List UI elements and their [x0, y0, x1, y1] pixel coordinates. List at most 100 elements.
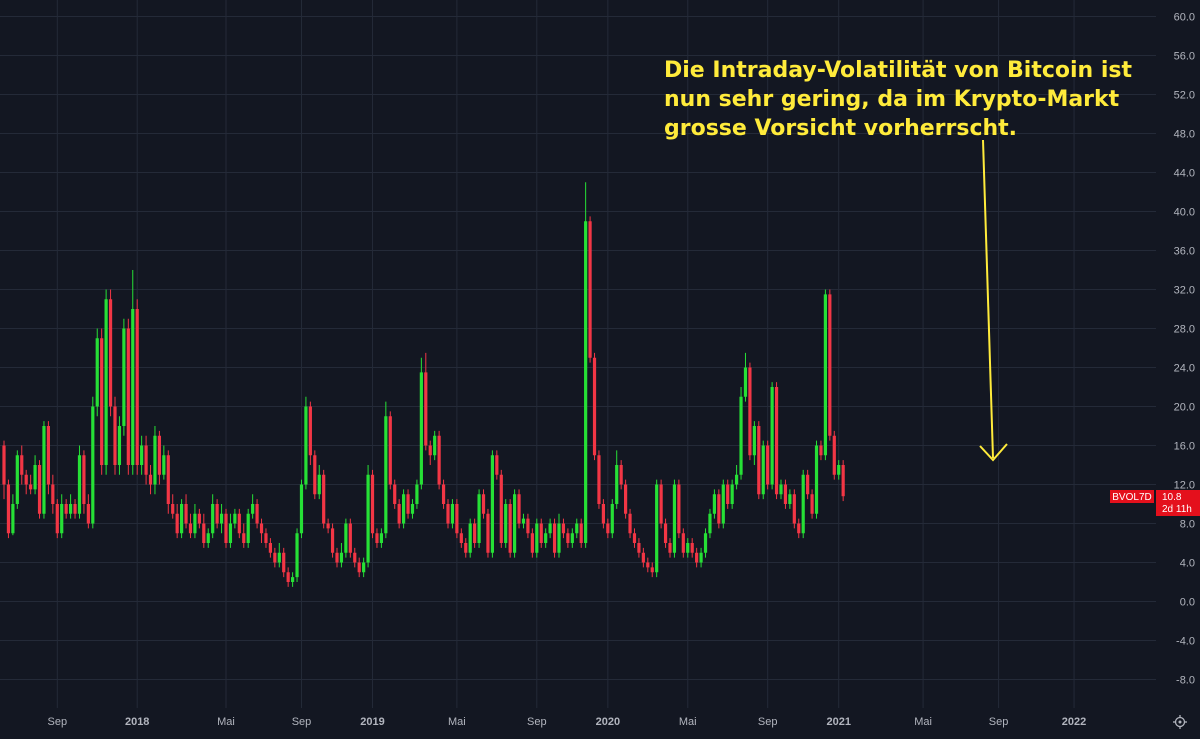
candle-body: [726, 484, 730, 504]
candle: [446, 499, 450, 529]
y-tick-label: 12.0: [1174, 480, 1195, 492]
candle: [104, 289, 108, 475]
candle: [273, 547, 277, 568]
candle: [148, 465, 153, 495]
x-tick-label: 2022: [1062, 716, 1086, 728]
y-tick-label: 28.0: [1174, 324, 1195, 336]
candle: [677, 479, 681, 539]
candle-body: [379, 533, 383, 543]
candle: [832, 430, 836, 480]
candle: [157, 430, 161, 485]
candle-body: [615, 465, 619, 504]
candle-body: [335, 552, 339, 563]
candle: [370, 469, 375, 539]
candle: [20, 445, 24, 485]
candle: [779, 479, 783, 500]
candle: [499, 469, 503, 548]
candle-body: [268, 543, 272, 553]
candle-body: [655, 484, 659, 573]
candle-body: [131, 309, 135, 465]
candle-body: [122, 328, 126, 426]
candle: [712, 489, 716, 519]
settings-icon[interactable]: [1173, 715, 1187, 729]
candle: [82, 450, 86, 514]
y-tick-label: 40.0: [1174, 207, 1195, 219]
candles: [2, 182, 845, 587]
time-axis[interactable]: Sep 2018 Mai Sep 2019 Mai Sep 2020 Mai Sep 2021 Mai…: [47, 716, 1086, 728]
candle: [317, 465, 321, 500]
candle-body: [672, 484, 677, 553]
candle: [797, 518, 801, 539]
candle: [774, 382, 779, 500]
candle: [397, 499, 401, 529]
candle-body: [153, 435, 157, 485]
candle: [526, 513, 530, 539]
candle: [393, 479, 397, 509]
y-tick-label: 60.0: [1174, 12, 1195, 24]
candle: [601, 499, 605, 529]
candle: [51, 474, 55, 514]
candle-body: [610, 504, 614, 534]
candle-body: [344, 523, 348, 553]
candle-body: [823, 294, 827, 456]
candle-body: [202, 523, 206, 543]
candle-body: [579, 523, 583, 543]
candle-body: [91, 406, 95, 524]
candle: [632, 528, 637, 548]
candle: [495, 450, 499, 480]
candle: [60, 494, 64, 539]
candle: [672, 479, 677, 558]
candle: [810, 489, 814, 519]
y-tick-label: -4.0: [1176, 636, 1195, 648]
candle-body: [37, 465, 42, 514]
candle-body: [20, 455, 24, 475]
candle: [641, 547, 645, 568]
candle: [597, 450, 601, 509]
candle: [33, 455, 37, 495]
candle-body: [108, 299, 113, 407]
candle-body: [530, 533, 534, 553]
candle-body: [761, 445, 765, 495]
candle-body: [437, 435, 441, 485]
candle-body: [717, 494, 721, 524]
candle: [743, 352, 748, 402]
candle-body: [646, 562, 650, 568]
candle-body: [330, 528, 335, 553]
candle: [344, 518, 348, 558]
candle: [95, 328, 99, 417]
candle: [552, 518, 557, 558]
candle-body: [739, 396, 743, 475]
candle-body: [748, 367, 752, 456]
candle: [100, 328, 104, 475]
candle-body: [135, 309, 139, 465]
candle: [339, 543, 344, 568]
y-tick-label: 8.0: [1180, 519, 1195, 531]
candle: [570, 528, 574, 548]
candle-body: [473, 523, 477, 543]
candle-body: [592, 357, 597, 456]
candle-body: [264, 533, 268, 543]
candle: [153, 426, 157, 495]
candle-body: [188, 523, 193, 534]
candle: [175, 504, 179, 539]
candle: [770, 382, 774, 490]
candle: [140, 435, 144, 475]
candle: [655, 479, 659, 578]
candle-body: [144, 445, 148, 475]
candle-body: [184, 504, 188, 524]
price-axis[interactable]: 60.0 56.0 52.0 48.0 44.0 40.0 36.0 32.0 28.0 24.0…: [1174, 12, 1195, 687]
candle: [219, 504, 224, 534]
candle-body: [677, 484, 681, 534]
candle-body: [259, 523, 264, 534]
candle-body: [433, 435, 437, 456]
candle-body: [659, 484, 663, 524]
candle: [211, 494, 215, 539]
candle-body: [424, 372, 428, 446]
candle-body: [211, 504, 215, 534]
candle: [410, 499, 415, 519]
candle-body: [703, 533, 708, 553]
candle-body: [46, 426, 50, 485]
candle-body: [273, 552, 277, 563]
